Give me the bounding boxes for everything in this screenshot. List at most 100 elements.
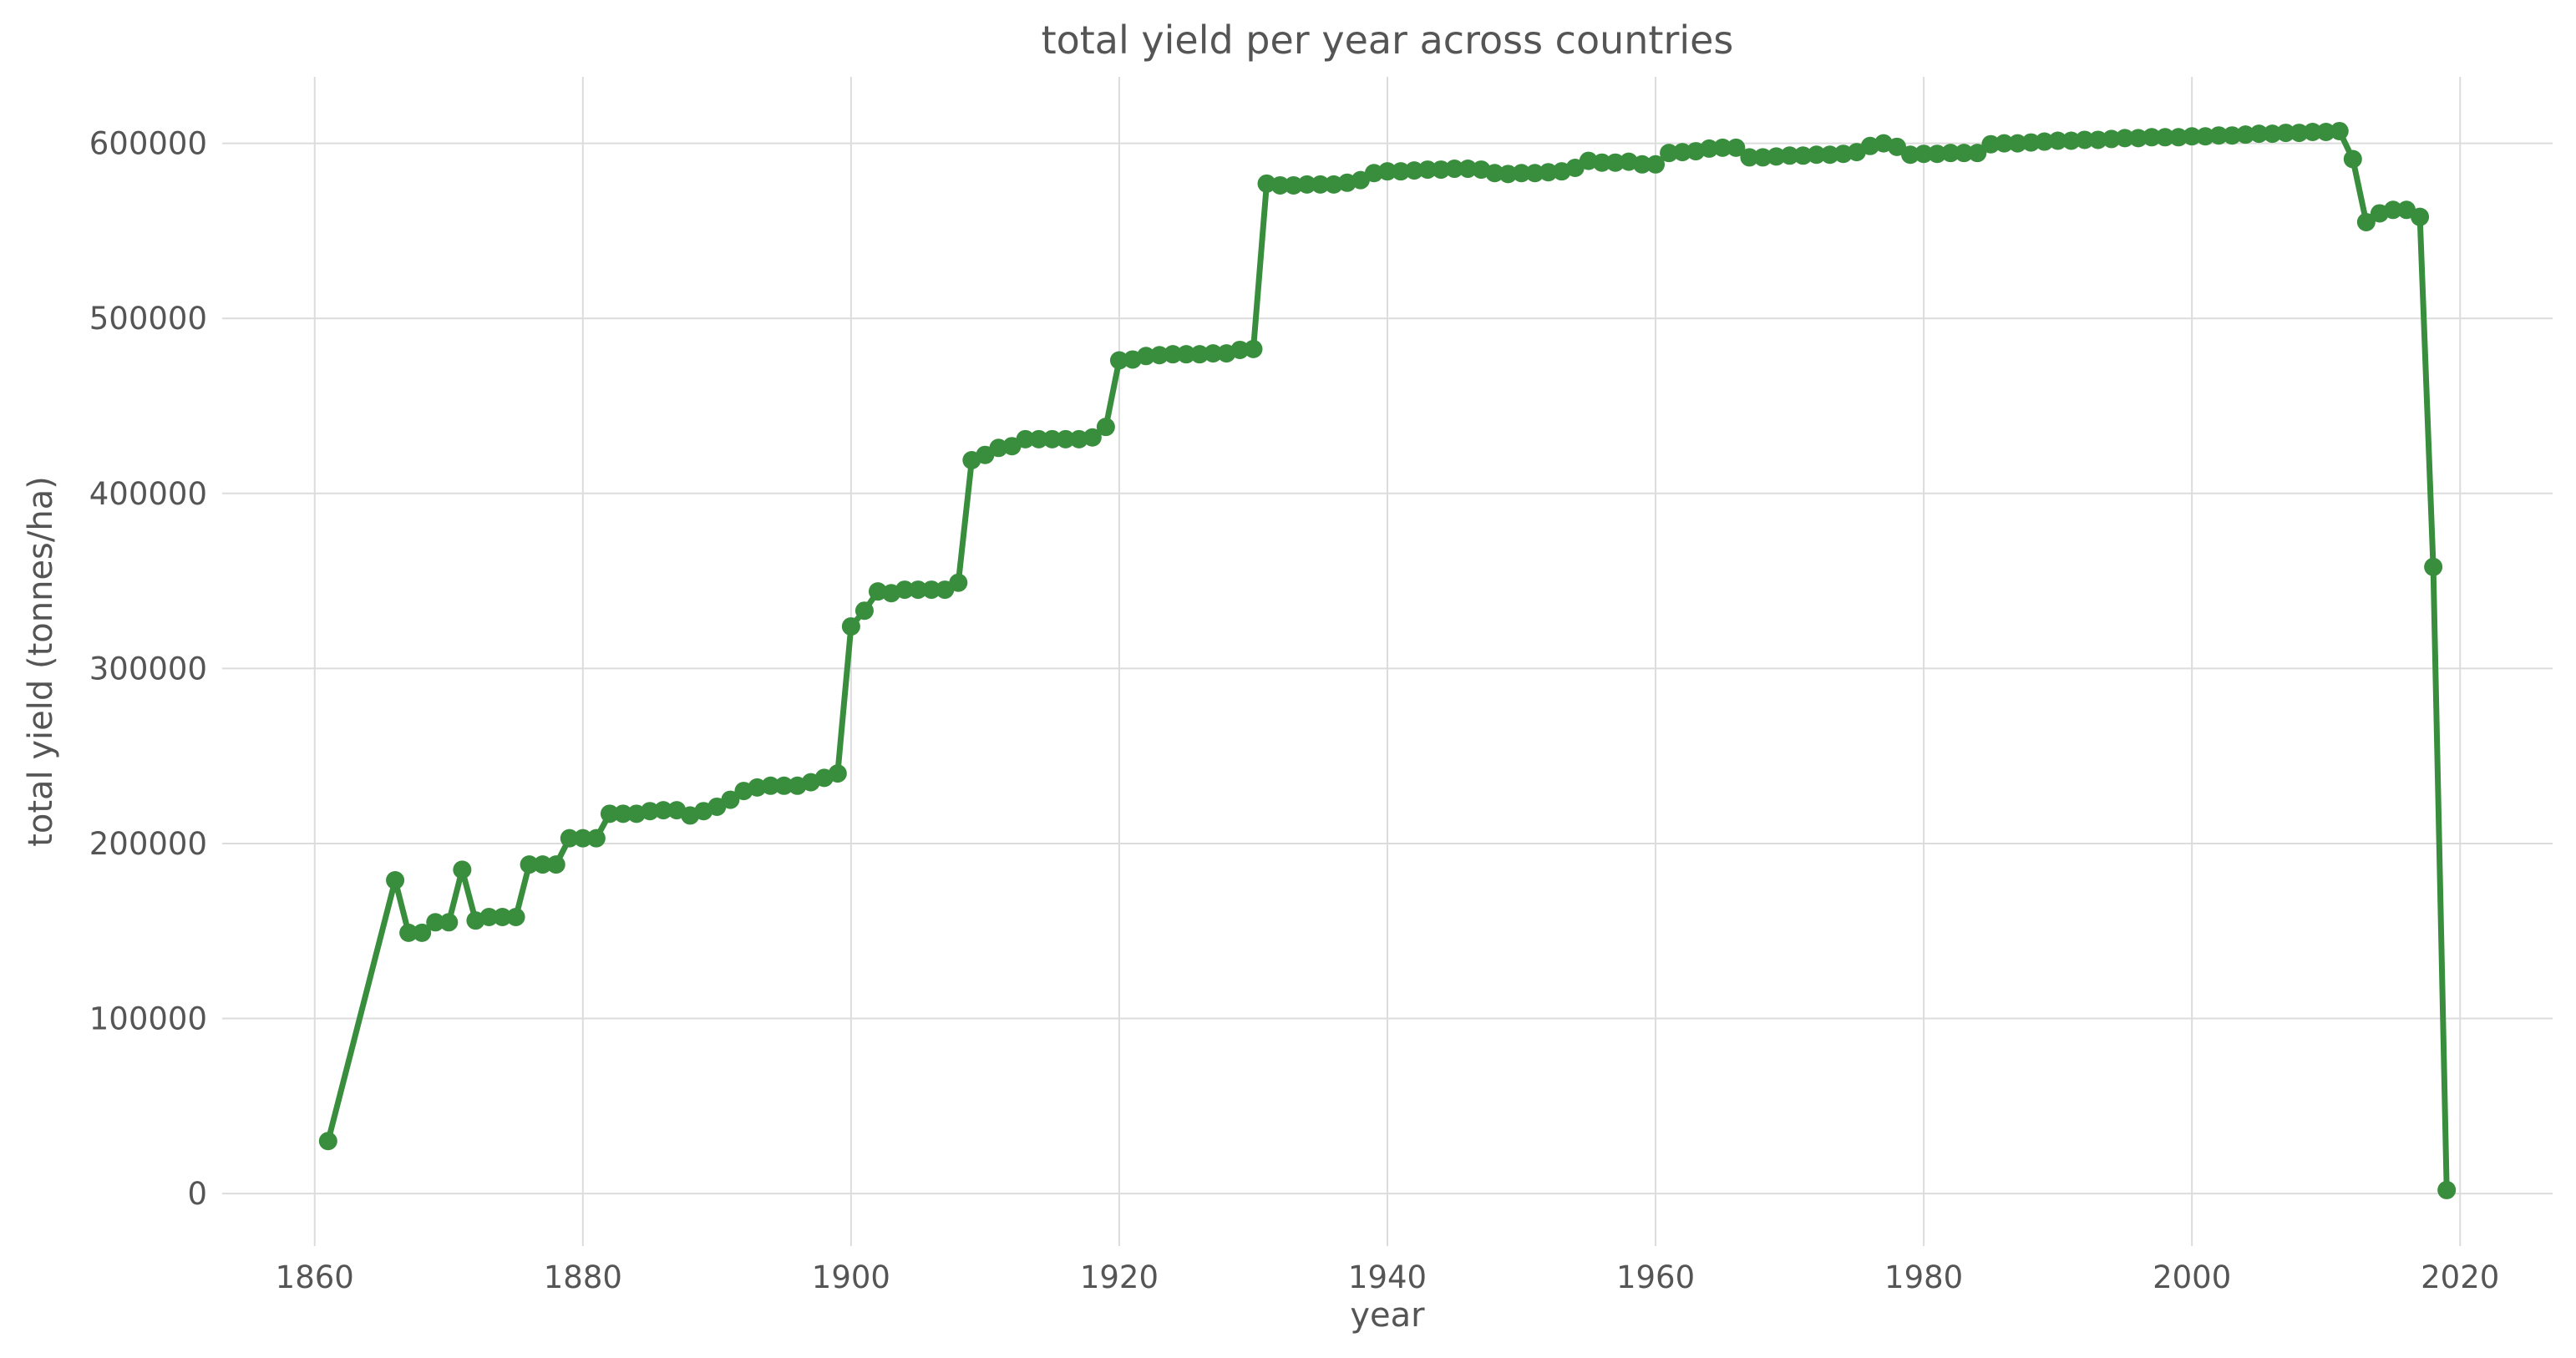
data-point: [1888, 137, 1907, 156]
data-point: [828, 764, 847, 783]
chart-title: total yield per year across countries: [1042, 18, 1734, 63]
data-point: [2088, 130, 2107, 149]
data-point: [1753, 148, 1772, 167]
data-point: [1807, 145, 1826, 165]
data-point: [2183, 127, 2202, 146]
data-point: [1901, 145, 1920, 165]
x-tick-label: 1980: [1884, 1259, 1963, 1295]
axis-ticks: 1860 1880 1900 1920 1940 1960 1980 2000 2020 0 100…: [89, 126, 2500, 1295]
data-point: [533, 855, 552, 874]
data-point: [2303, 123, 2322, 142]
data-point: [318, 1132, 337, 1151]
data-point: [1244, 339, 1263, 358]
data-point: [1700, 139, 1719, 158]
data-point: [1270, 175, 1290, 195]
data-point: [2383, 200, 2402, 220]
data-point: [1592, 153, 1611, 172]
data-point: [1968, 144, 1987, 163]
data-point: [1673, 143, 1692, 162]
data-point: [1458, 160, 1478, 179]
gridlines: [222, 77, 2553, 1246]
data-point: [1820, 145, 1839, 165]
data-point: [2330, 121, 2349, 140]
data-point: [1257, 174, 1276, 193]
data-point: [586, 828, 606, 848]
data-point: [2276, 124, 2295, 143]
data-point: [1485, 164, 1504, 183]
data-point: [506, 907, 525, 926]
data-point: [600, 804, 619, 823]
data-point: [1042, 429, 1062, 448]
data-point: [1190, 345, 1209, 364]
data-point: [774, 776, 794, 795]
y-axis-label: total yield (tonnes/ha): [22, 476, 60, 847]
data-point: [1164, 345, 1183, 364]
data-point: [1016, 429, 1035, 448]
data-point: [613, 804, 632, 823]
data-point: [721, 790, 740, 809]
data-point: [1981, 134, 2000, 154]
data-point: [1109, 351, 1128, 370]
data-point: [1767, 147, 1786, 166]
data-point: [573, 828, 592, 848]
data-point: [2075, 130, 2094, 149]
data-point: [2169, 128, 2188, 147]
data-point: [1364, 164, 1383, 183]
data-point: [1605, 153, 1625, 172]
data-point: [1646, 155, 1666, 174]
data-point: [895, 580, 915, 600]
data-point: [1096, 418, 1115, 437]
x-tick-label: 1900: [812, 1259, 890, 1295]
y-tick-label: 300000: [89, 651, 207, 687]
data-point: [1311, 175, 1330, 194]
data-point: [1445, 160, 1464, 179]
data-point: [1512, 164, 1531, 183]
data-point: [2343, 149, 2362, 169]
data-point: [1928, 144, 1947, 164]
data-point: [1405, 161, 1424, 180]
data-point: [922, 580, 941, 600]
data-point: [493, 907, 512, 926]
data-point: [426, 913, 445, 932]
data-point: [1324, 175, 1343, 194]
data-point: [1056, 429, 1075, 448]
data-point: [1230, 340, 1250, 359]
data-point: [2196, 127, 2215, 146]
data-point: [1392, 162, 1411, 181]
y-tick-label: 500000: [89, 301, 207, 337]
data-point: [2008, 134, 2027, 153]
data-point: [1727, 138, 1746, 157]
y-tick-label: 0: [187, 1176, 207, 1212]
data-point: [909, 580, 928, 600]
data-point: [1941, 144, 1960, 163]
data-point: [949, 573, 968, 592]
data-point: [1833, 144, 1853, 164]
data-point: [1995, 134, 2014, 153]
data-point: [2249, 124, 2269, 144]
data-point: [1525, 164, 1544, 183]
y-tick-label: 600000: [89, 126, 207, 162]
data-point: [1069, 429, 1088, 448]
data-point: [2236, 125, 2255, 144]
data-point: [1204, 344, 1223, 363]
data-point: [386, 870, 405, 889]
data-point: [1740, 148, 1759, 167]
data-point: [413, 923, 432, 942]
data-point: [641, 802, 660, 821]
data-point: [1432, 160, 1451, 180]
data-point: [520, 855, 539, 874]
data-point: [854, 601, 874, 621]
y-tick-label: 100000: [89, 1001, 207, 1037]
data-point: [2289, 124, 2309, 143]
data-point: [868, 582, 887, 601]
data-point: [560, 828, 579, 848]
data-point: [654, 801, 673, 820]
data-point: [2316, 123, 2335, 142]
data-point: [546, 855, 565, 874]
data-point: [1633, 155, 1652, 174]
data-point: [479, 907, 499, 926]
data-point: [2263, 124, 2282, 144]
data-point: [1137, 347, 1156, 366]
data-series: [318, 121, 2457, 1199]
